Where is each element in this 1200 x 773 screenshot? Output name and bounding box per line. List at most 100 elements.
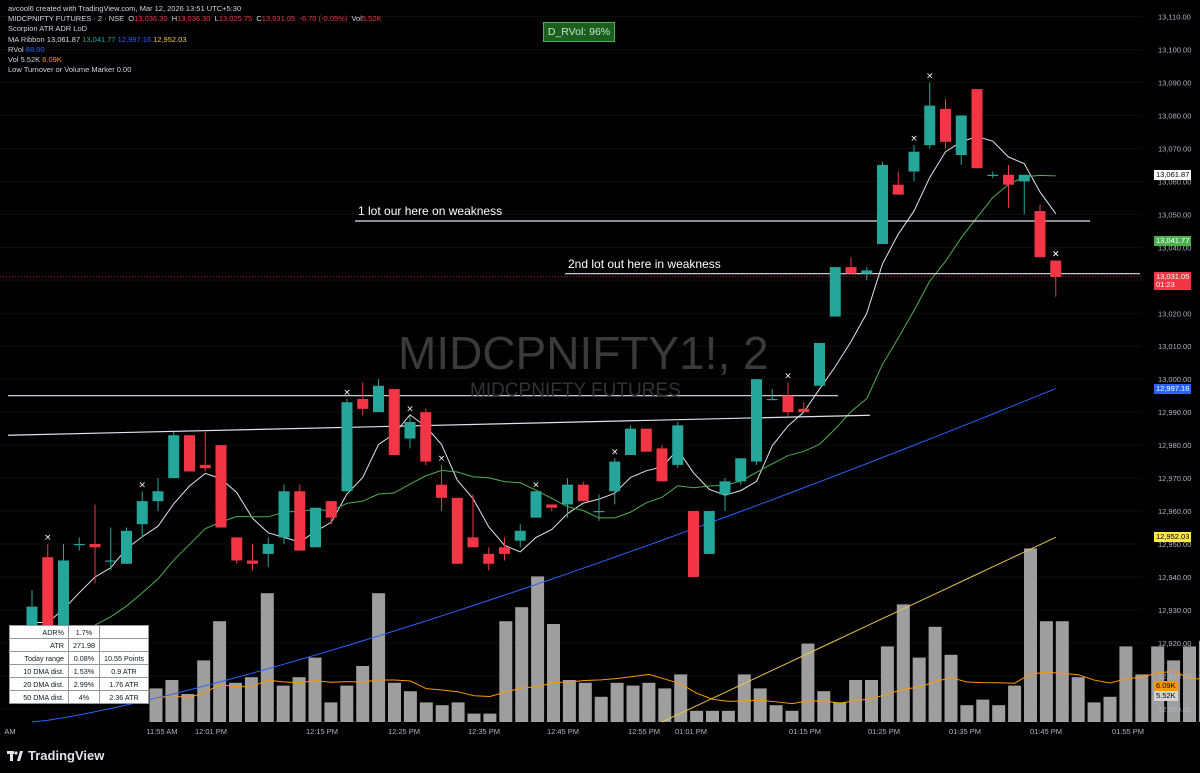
volume-bar	[245, 677, 258, 722]
volume-markers: ××××××××××××	[44, 72, 1060, 543]
price-tick-label: 12,920.00	[1158, 639, 1191, 648]
time-tick-label: 01:01 PM	[675, 727, 707, 736]
candle-body	[688, 511, 699, 577]
candle-body	[830, 267, 841, 316]
time-axis: AM 11:55 AM 12:01 PM 12:15 PM 12:25 PM 12:35 …	[4, 727, 1144, 736]
candle-body	[1003, 175, 1014, 185]
indicator-row[interactable]: RVol 88.00	[8, 45, 382, 55]
volume-marker-x: ×	[1052, 250, 1060, 260]
time-tick-label: 12:25 PM	[388, 727, 420, 736]
stats-row: ATR 271.98	[10, 639, 149, 652]
candle-body	[767, 399, 778, 400]
candle-body	[373, 386, 384, 412]
volume-bar	[992, 705, 1005, 722]
volume-bar	[1040, 621, 1053, 722]
candle-body	[515, 531, 526, 541]
volume-bar	[1119, 646, 1132, 722]
stats-cell: Today range	[10, 652, 69, 665]
candle-body	[326, 501, 337, 517]
volume-marker-x: ×	[138, 480, 146, 490]
indicator-value: 6.09K	[40, 55, 62, 64]
candle-body	[657, 448, 668, 481]
candle-body	[798, 409, 809, 412]
candle-body	[546, 504, 557, 507]
volume-bar	[340, 686, 353, 722]
price-tick-label: 13,110.00	[1158, 13, 1191, 22]
volume-marker-x: ×	[343, 388, 351, 398]
volume-bar	[372, 593, 385, 722]
time-tick-label: 12:35 PM	[468, 727, 500, 736]
candle-body	[893, 185, 904, 195]
candle-body	[735, 458, 746, 481]
volume-bar	[436, 705, 449, 722]
candle-body	[704, 511, 715, 554]
candle-body	[751, 379, 762, 461]
volume-bar	[579, 683, 592, 722]
candle-body	[105, 560, 116, 561]
volume-bar	[1104, 697, 1117, 722]
candle-body	[562, 485, 573, 505]
volume-bar	[929, 627, 942, 722]
candle-body	[357, 399, 368, 409]
volume-bar	[881, 646, 894, 722]
price-tick-label: 13,080.00	[1158, 111, 1191, 120]
candle-body	[499, 547, 510, 554]
indicator-row[interactable]: Scorpion ATR ADR LoD	[8, 24, 382, 34]
volume-bar	[690, 711, 703, 722]
price-axis-label: 6.09K	[1154, 681, 1178, 691]
candle-body	[625, 429, 636, 455]
stats-row: ADR% 1.7%	[10, 626, 149, 639]
volume-marker-x: ×	[532, 480, 540, 490]
indicator-row[interactable]: MA Ribbon 13,061.87 13,041.77 12,997.16 …	[8, 35, 382, 45]
volume-marker-x: ×	[611, 447, 619, 457]
price-tick-label: 12,970.00	[1158, 474, 1191, 483]
candle-body	[184, 435, 195, 471]
candle-body	[594, 511, 605, 512]
volume-bar	[833, 702, 846, 722]
candle-body	[389, 389, 400, 455]
volume-bar	[658, 688, 671, 722]
volume-bar	[499, 621, 512, 722]
candle-body	[609, 462, 620, 492]
candle-body	[783, 396, 794, 412]
volume-marker-x: ×	[406, 404, 414, 414]
candle-body	[924, 106, 935, 146]
annotation-first-lot[interactable]: 1 lot our here on weakness	[358, 204, 502, 218]
volume-bar	[388, 683, 401, 722]
candle-body	[940, 109, 951, 142]
price-axis-label: 13,031.05 01:23	[1154, 272, 1191, 290]
volume-bar	[356, 666, 369, 722]
price-tick-label: 12,990.00	[1158, 408, 1191, 417]
close-value: 13,031.05	[262, 14, 295, 23]
indicator-row[interactable]: Vol 5.52K 6.09K	[8, 55, 382, 65]
tradingview-logo-icon	[7, 751, 23, 761]
candle-body	[231, 537, 242, 560]
candle-body	[987, 175, 998, 176]
candle-body	[405, 422, 416, 438]
stats-cell: 10.55 Points	[100, 652, 149, 665]
annotation-second-lot[interactable]: 2nd lot out here in weakness	[568, 257, 721, 271]
stats-cell: 50 DMA dist.	[10, 691, 69, 704]
indicator-row[interactable]: Low Turnover or Volume Marker 0.00	[8, 65, 382, 75]
price-tick-label: 12,930.00	[1158, 606, 1191, 615]
candle-body	[877, 165, 888, 244]
stats-row: 20 DMA dist. 2.99% 1.76 ATR	[10, 678, 149, 691]
tradingview-brand[interactable]: TradingView	[28, 748, 104, 763]
stats-cell: 1.7%	[69, 626, 100, 639]
candle-body	[42, 557, 53, 626]
time-tick-label: 12:15 PM	[306, 727, 338, 736]
symbol-ohlc-line: MIDCPNIFTY FUTURES · 2 · NSE O13,036.30 …	[8, 14, 382, 24]
stats-cell: 271.98	[69, 639, 100, 652]
volume-bar	[865, 680, 878, 722]
volume-bar	[277, 686, 290, 722]
symbol-label[interactable]: MIDCPNIFTY FUTURES · 2 · NSE	[8, 14, 124, 23]
price-tick-label: 13,010.00	[1158, 342, 1191, 351]
candle-body	[342, 402, 353, 491]
price-tick-label: 12,940.00	[1158, 573, 1191, 582]
time-tick-label: 01:35 PM	[949, 727, 981, 736]
stats-cell	[100, 639, 149, 652]
candle-body	[310, 508, 321, 548]
indicator-value: 88.00	[24, 45, 45, 54]
resistance-line-lower	[8, 415, 870, 435]
stats-cell: 2.36 ATR	[100, 691, 149, 704]
